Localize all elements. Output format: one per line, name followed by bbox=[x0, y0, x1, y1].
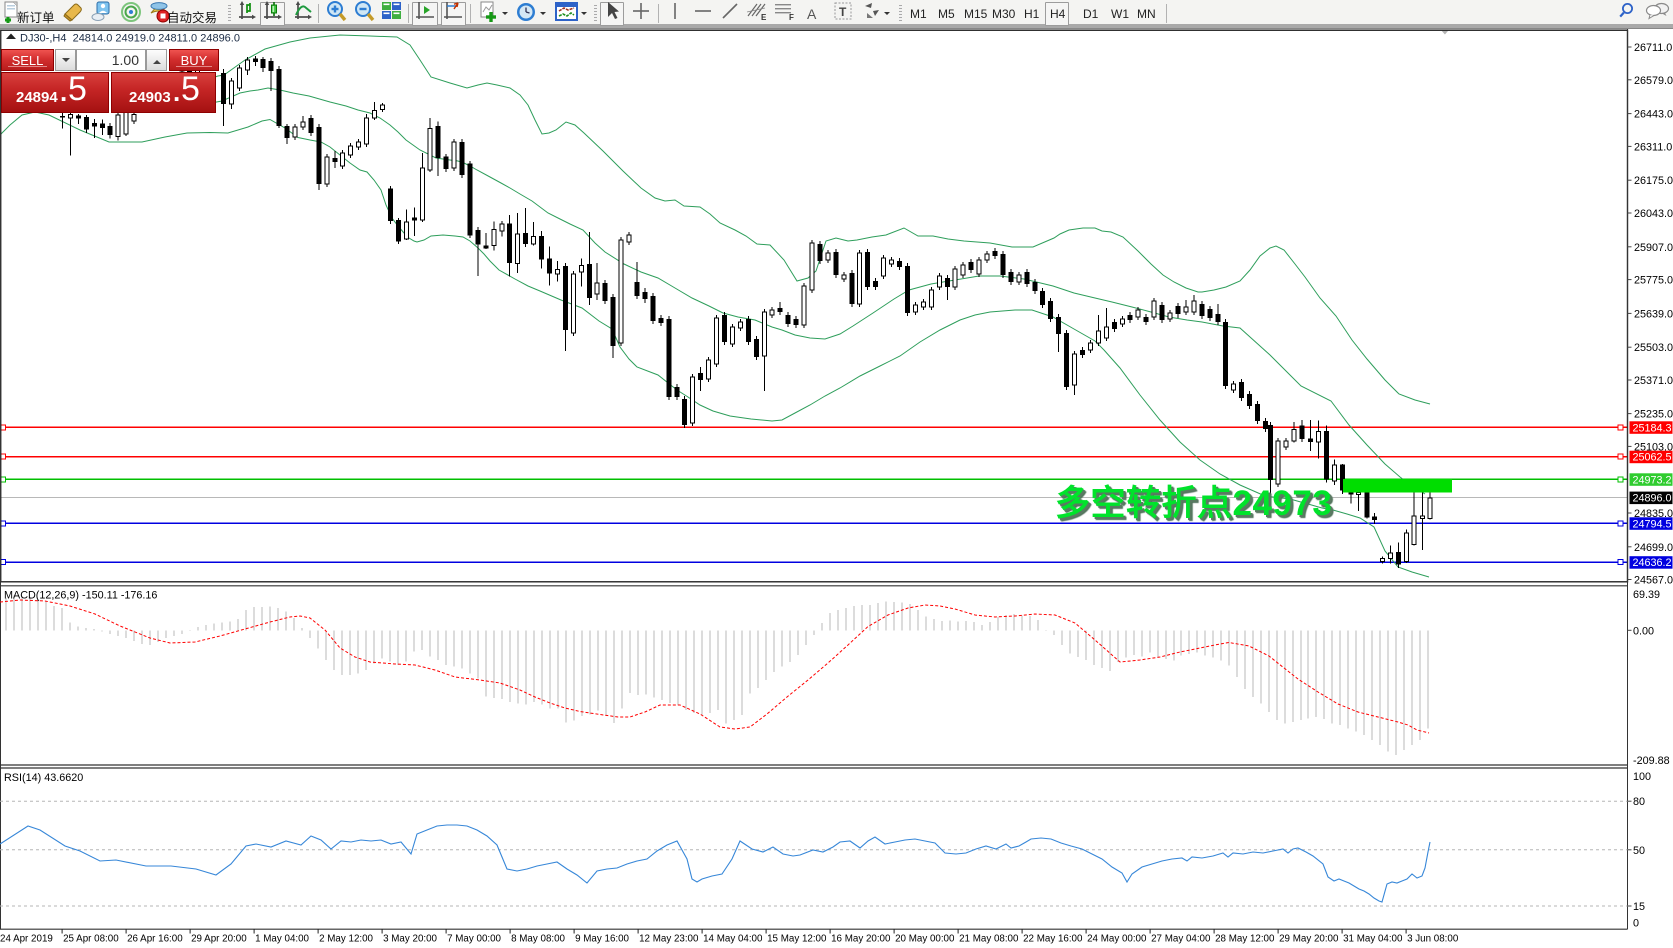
svg-text:25639.0: 25639.0 bbox=[1634, 308, 1673, 320]
svg-text:24567.0: 24567.0 bbox=[1634, 575, 1673, 587]
svg-text:26579.0: 26579.0 bbox=[1634, 75, 1673, 87]
svg-text:E: E bbox=[761, 13, 767, 22]
svg-text:14 May 04:00: 14 May 04:00 bbox=[703, 934, 763, 945]
svg-text:12 May 23:00: 12 May 23:00 bbox=[639, 934, 699, 945]
svg-text:24 Apr 2019: 24 Apr 2019 bbox=[0, 934, 53, 945]
svg-text:21 May 08:00: 21 May 08:00 bbox=[959, 934, 1019, 945]
svg-text:8 May 08:00: 8 May 08:00 bbox=[511, 934, 565, 945]
svg-text:29 May 20:00: 29 May 20:00 bbox=[1279, 934, 1339, 945]
svg-text:RSI(14) 43.6620: RSI(14) 43.6620 bbox=[4, 772, 83, 784]
svg-text:F: F bbox=[789, 13, 794, 22]
svg-text:MACD(12,26,9) -150.11 -176.16: MACD(12,26,9) -150.11 -176.16 bbox=[4, 590, 157, 602]
svg-text:29 Apr 20:00: 29 Apr 20:00 bbox=[191, 934, 247, 945]
svg-text:3 May 20:00: 3 May 20:00 bbox=[383, 934, 437, 945]
svg-text:25775.0: 25775.0 bbox=[1634, 275, 1673, 287]
svg-text:0.00: 0.00 bbox=[1633, 625, 1654, 637]
svg-text:28 May 12:00: 28 May 12:00 bbox=[1215, 934, 1275, 945]
svg-text:26175.0: 26175.0 bbox=[1634, 175, 1673, 187]
svg-text:1 May 04:00: 1 May 04:00 bbox=[255, 934, 309, 945]
svg-text:100: 100 bbox=[1633, 771, 1651, 783]
svg-text:26711.0: 26711.0 bbox=[1634, 42, 1672, 54]
svg-text:25184.3: 25184.3 bbox=[1633, 422, 1672, 434]
svg-text:26443.0: 26443.0 bbox=[1634, 109, 1673, 121]
svg-text:3 Jun 08:00: 3 Jun 08:00 bbox=[1407, 934, 1459, 945]
svg-text:26043.0: 26043.0 bbox=[1634, 208, 1673, 220]
svg-text:26311.0: 26311.0 bbox=[1634, 141, 1672, 153]
svg-text:25503.0: 25503.0 bbox=[1634, 342, 1673, 354]
svg-text:25062.5: 25062.5 bbox=[1633, 452, 1672, 464]
svg-text:15 May 12:00: 15 May 12:00 bbox=[767, 934, 827, 945]
svg-text:31 May 04:00: 31 May 04:00 bbox=[1343, 934, 1403, 945]
svg-text:25235.0: 25235.0 bbox=[1634, 409, 1673, 421]
svg-text:7 May 00:00: 7 May 00:00 bbox=[447, 934, 501, 945]
svg-text:24896.0: 24896.0 bbox=[1633, 493, 1672, 505]
svg-text:2 May 12:00: 2 May 12:00 bbox=[319, 934, 373, 945]
svg-text:15: 15 bbox=[1633, 901, 1645, 913]
svg-text:25103.0: 25103.0 bbox=[1634, 441, 1673, 453]
svg-text:16 May 20:00: 16 May 20:00 bbox=[831, 934, 891, 945]
svg-text:9 May 16:00: 9 May 16:00 bbox=[575, 934, 629, 945]
svg-text:27 May 04:00: 27 May 04:00 bbox=[1151, 934, 1211, 945]
svg-text:24973.2: 24973.2 bbox=[1633, 474, 1672, 486]
svg-text:DJ30-,H4 24814.0 24919.0 2481: DJ30-,H4 24814.0 24919.0 24811.0 24896.0 bbox=[20, 33, 240, 45]
svg-text:69.39: 69.39 bbox=[1633, 589, 1660, 601]
svg-text:26 Apr 16:00: 26 Apr 16:00 bbox=[127, 934, 183, 945]
svg-text:20 May 00:00: 20 May 00:00 bbox=[895, 934, 955, 945]
svg-text:24794.5: 24794.5 bbox=[1633, 518, 1672, 530]
svg-text:25371.0: 25371.0 bbox=[1634, 375, 1673, 387]
svg-text:0: 0 bbox=[1633, 917, 1639, 929]
svg-text:25 Apr 08:00: 25 Apr 08:00 bbox=[63, 934, 119, 945]
svg-text:22 May 16:00: 22 May 16:00 bbox=[1023, 934, 1083, 945]
svg-text:24 May 00:00: 24 May 00:00 bbox=[1087, 934, 1147, 945]
svg-text:-209.88: -209.88 bbox=[1633, 755, 1670, 767]
svg-text:T: T bbox=[839, 5, 847, 19]
svg-text:25907.0: 25907.0 bbox=[1634, 242, 1673, 254]
svg-text:50: 50 bbox=[1633, 845, 1645, 857]
svg-text:24699.0: 24699.0 bbox=[1634, 542, 1673, 554]
svg-text:80: 80 bbox=[1633, 796, 1645, 808]
svg-text:24835.0: 24835.0 bbox=[1634, 508, 1673, 520]
svg-text:24636.2: 24636.2 bbox=[1633, 557, 1672, 569]
